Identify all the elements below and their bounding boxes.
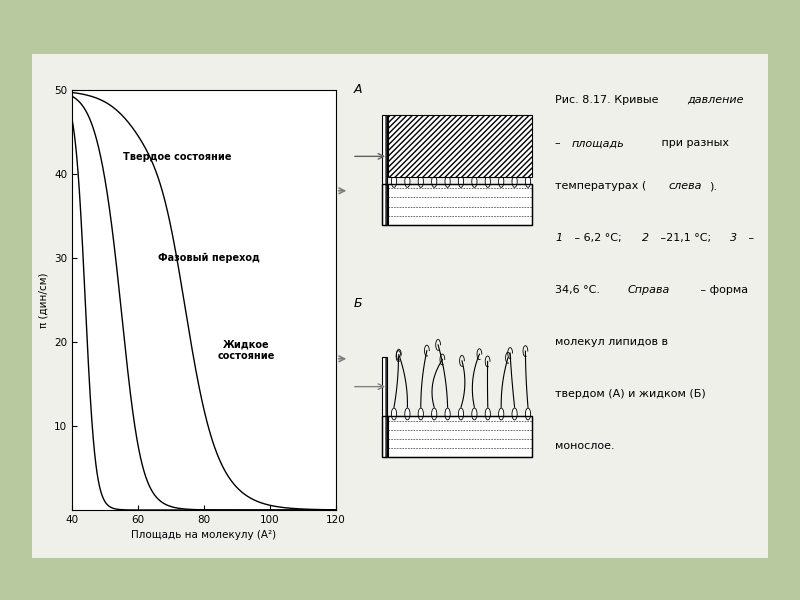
Text: 3: 3 bbox=[730, 233, 738, 244]
Bar bbox=[382, 115, 387, 225]
Text: ).: ). bbox=[709, 181, 717, 191]
Text: A: A bbox=[354, 83, 362, 95]
Circle shape bbox=[432, 176, 437, 187]
Circle shape bbox=[512, 408, 518, 420]
Circle shape bbox=[391, 176, 397, 187]
Text: – 6,2 °C;: – 6,2 °C; bbox=[570, 233, 625, 244]
Circle shape bbox=[432, 408, 437, 420]
Text: 34,6 °C.: 34,6 °C. bbox=[555, 286, 604, 295]
Text: площадь: площадь bbox=[572, 138, 625, 148]
Circle shape bbox=[526, 408, 530, 420]
Circle shape bbox=[445, 176, 450, 187]
Circle shape bbox=[445, 408, 450, 420]
Text: –: – bbox=[555, 138, 564, 148]
Text: –: – bbox=[745, 233, 754, 244]
Bar bbox=[382, 416, 532, 457]
Text: Б: Б bbox=[354, 297, 362, 310]
Circle shape bbox=[526, 176, 530, 187]
Text: твердом (А) и жидком (Б): твердом (А) и жидком (Б) bbox=[555, 389, 706, 400]
Bar bbox=[388, 115, 532, 177]
Text: Рис. 8.17. Кривые: Рис. 8.17. Кривые bbox=[555, 95, 662, 105]
X-axis label: Площадь на молекулу (А²): Площадь на молекулу (А²) bbox=[131, 530, 277, 541]
Circle shape bbox=[405, 176, 410, 187]
Text: 1: 1 bbox=[555, 233, 562, 244]
Circle shape bbox=[498, 408, 504, 420]
Text: –21,1 °C;: –21,1 °C; bbox=[658, 233, 715, 244]
Circle shape bbox=[391, 408, 397, 420]
Circle shape bbox=[472, 176, 477, 187]
Y-axis label: π (дин/см): π (дин/см) bbox=[38, 272, 49, 328]
Text: Жидкое
состояние: Жидкое состояние bbox=[218, 340, 275, 361]
Circle shape bbox=[458, 408, 464, 420]
Circle shape bbox=[418, 176, 423, 187]
Text: – форма: – форма bbox=[697, 286, 748, 295]
Text: молекул липидов в: молекул липидов в bbox=[555, 337, 668, 347]
Text: Фазовый переход: Фазовый переход bbox=[158, 253, 260, 263]
Circle shape bbox=[418, 408, 423, 420]
Bar bbox=[388, 184, 532, 225]
Bar bbox=[388, 416, 532, 457]
Bar bbox=[382, 184, 532, 225]
Circle shape bbox=[405, 408, 410, 420]
Text: 2: 2 bbox=[642, 233, 649, 244]
Circle shape bbox=[458, 176, 464, 187]
Text: слева: слева bbox=[668, 181, 702, 191]
Text: давление: давление bbox=[687, 95, 744, 105]
Text: при разных: при разных bbox=[658, 138, 730, 148]
Text: температурах (: температурах ( bbox=[555, 181, 646, 191]
Text: Твердое состояние: Твердое состояние bbox=[123, 152, 232, 162]
Circle shape bbox=[485, 176, 490, 187]
Text: Справа: Справа bbox=[627, 286, 670, 295]
Circle shape bbox=[485, 408, 490, 420]
Text: монослое.: монослое. bbox=[555, 442, 615, 451]
Circle shape bbox=[498, 176, 504, 187]
Bar bbox=[382, 357, 387, 457]
Circle shape bbox=[512, 176, 518, 187]
Circle shape bbox=[472, 408, 477, 420]
